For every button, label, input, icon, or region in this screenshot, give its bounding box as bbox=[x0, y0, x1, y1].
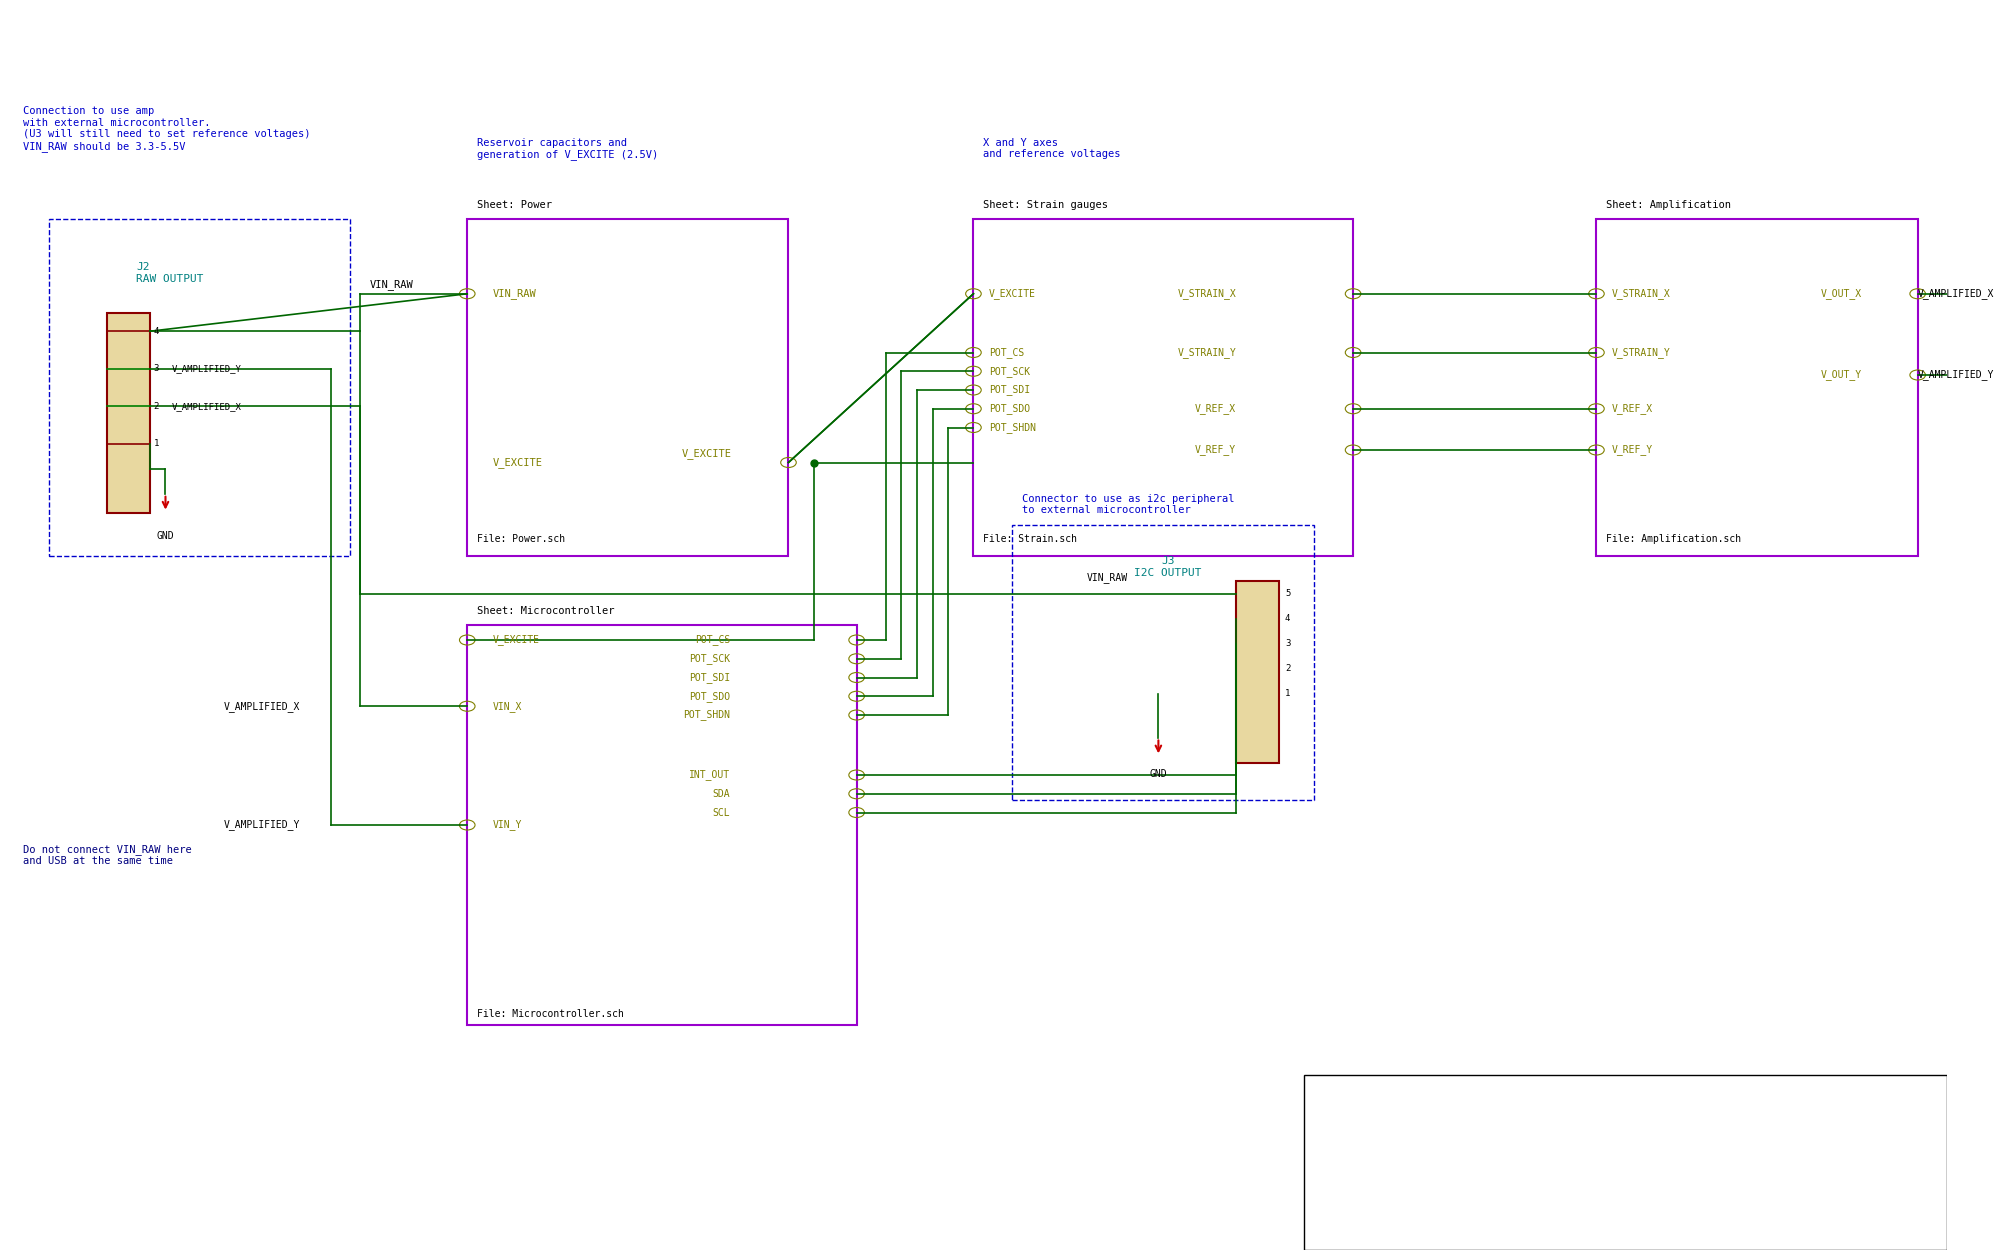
Text: File: Power.sch: File: Power.sch bbox=[476, 534, 566, 544]
Text: File: Strain.sch: File: Strain.sch bbox=[984, 534, 1078, 544]
Text: 1: 1 bbox=[1284, 689, 1290, 699]
Text: POT_SDI: POT_SDI bbox=[990, 385, 1030, 395]
Text: Sheet: Amplification: Sheet: Amplification bbox=[1606, 200, 1732, 210]
Text: POT_SCK: POT_SCK bbox=[688, 654, 730, 664]
Text: Reservoir capacitors and
generation of V_EXCITE (2.5V): Reservoir capacitors and generation of V… bbox=[476, 138, 658, 160]
Text: Do not connect VIN_RAW here
and USB at the same time: Do not connect VIN_RAW here and USB at t… bbox=[24, 844, 192, 866]
Bar bbox=[48, 219, 350, 556]
Text: SCL: SCL bbox=[712, 808, 730, 818]
Text: 4: 4 bbox=[1284, 614, 1290, 624]
Text: 4: 4 bbox=[154, 326, 160, 336]
Bar bbox=[974, 219, 1354, 556]
Text: J2
RAW OUTPUT: J2 RAW OUTPUT bbox=[136, 262, 204, 284]
Text: GND: GND bbox=[156, 531, 174, 541]
Text: POT_SHDN: POT_SHDN bbox=[684, 710, 730, 720]
Text: GND: GND bbox=[1150, 769, 1168, 779]
Text: Connection to use amp
with external microcontroller.
(U3 will still need to set : Connection to use amp with external micr… bbox=[24, 106, 310, 152]
Text: POT_SDO: POT_SDO bbox=[688, 691, 730, 701]
Text: V_REF_X: V_REF_X bbox=[1196, 404, 1236, 414]
Text: Sheet: Strain gauges: Sheet: Strain gauges bbox=[984, 200, 1108, 210]
Bar bbox=[108, 312, 150, 512]
Text: V_STRAIN_X: V_STRAIN_X bbox=[1178, 289, 1236, 299]
Text: V_AMPLIFIED_Y: V_AMPLIFIED_Y bbox=[224, 820, 300, 830]
Text: V_REF_Y: V_REF_Y bbox=[1612, 445, 1654, 455]
Bar bbox=[1304, 1075, 1946, 1250]
Text: VIN_X: VIN_X bbox=[492, 701, 522, 711]
Text: V_OUT_X: V_OUT_X bbox=[1820, 289, 1862, 299]
Text: POT_CS: POT_CS bbox=[990, 348, 1024, 358]
Text: V_REF_X: V_REF_X bbox=[1612, 404, 1654, 414]
Text: V_REF_Y: V_REF_Y bbox=[1196, 445, 1236, 455]
Text: VIN_RAW: VIN_RAW bbox=[1086, 572, 1128, 582]
Bar bbox=[468, 219, 788, 556]
Text: 1: 1 bbox=[154, 439, 160, 449]
Text: J3
I2C OUTPUT: J3 I2C OUTPUT bbox=[1134, 556, 1202, 578]
Text: POT_SDO: POT_SDO bbox=[990, 404, 1030, 414]
Text: 2: 2 bbox=[154, 401, 160, 411]
Text: V_AMPLIFIED_X: V_AMPLIFIED_X bbox=[1918, 289, 1994, 299]
Text: V_AMPLIFIED_X: V_AMPLIFIED_X bbox=[224, 701, 300, 711]
Text: Sheet: Microcontroller: Sheet: Microcontroller bbox=[476, 606, 614, 616]
Text: 5: 5 bbox=[1284, 589, 1290, 599]
Text: V_EXCITE: V_EXCITE bbox=[990, 289, 1036, 299]
Text: V_AMPLIFIED_X: V_AMPLIFIED_X bbox=[172, 401, 242, 411]
Text: 3: 3 bbox=[154, 364, 160, 374]
Text: V_STRAIN_Y: V_STRAIN_Y bbox=[1178, 348, 1236, 358]
Text: X and Y axes
and reference voltages: X and Y axes and reference voltages bbox=[984, 138, 1120, 159]
Text: V_EXCITE: V_EXCITE bbox=[492, 458, 542, 468]
Bar bbox=[1596, 219, 1918, 556]
Text: Connector to use as i2c peripheral
to external microcontroller: Connector to use as i2c peripheral to ex… bbox=[1022, 494, 1234, 515]
Text: V_AMPLIFIED_Y: V_AMPLIFIED_Y bbox=[172, 364, 242, 374]
Bar bbox=[1236, 581, 1280, 762]
Text: File: Microcontroller.sch: File: Microcontroller.sch bbox=[476, 1009, 624, 1019]
Text: 3: 3 bbox=[1284, 639, 1290, 649]
Text: Sheet: Power: Sheet: Power bbox=[476, 200, 552, 210]
Text: SDA: SDA bbox=[712, 789, 730, 799]
Text: V_STRAIN_X: V_STRAIN_X bbox=[1612, 289, 1670, 299]
Text: POT_SDI: POT_SDI bbox=[688, 672, 730, 682]
Bar bbox=[1012, 525, 1314, 800]
Bar bbox=[468, 625, 856, 1025]
Text: 2: 2 bbox=[1284, 664, 1290, 674]
Text: INT_OUT: INT_OUT bbox=[688, 770, 730, 780]
Text: File: Amplification.sch: File: Amplification.sch bbox=[1606, 534, 1742, 544]
Text: POT_CS: POT_CS bbox=[694, 635, 730, 645]
Text: V_AMPLIFIED_Y: V_AMPLIFIED_Y bbox=[1918, 370, 1994, 380]
Text: V_STRAIN_Y: V_STRAIN_Y bbox=[1612, 348, 1670, 358]
Text: POT_SCK: POT_SCK bbox=[990, 366, 1030, 376]
Text: V_EXCITE: V_EXCITE bbox=[492, 635, 540, 645]
Text: V_EXCITE: V_EXCITE bbox=[682, 448, 732, 459]
Text: VIN_RAW: VIN_RAW bbox=[370, 279, 414, 290]
Text: V_OUT_Y: V_OUT_Y bbox=[1820, 370, 1862, 380]
Text: VIN_Y: VIN_Y bbox=[492, 820, 522, 830]
Text: VIN_RAW: VIN_RAW bbox=[492, 289, 536, 299]
Text: POT_SHDN: POT_SHDN bbox=[990, 422, 1036, 432]
